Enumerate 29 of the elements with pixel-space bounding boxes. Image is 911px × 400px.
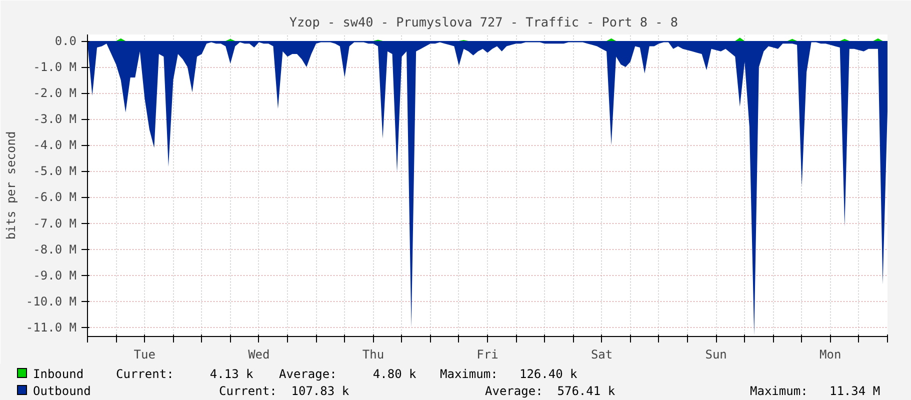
text: Maximum: 126.40 k bbox=[440, 366, 578, 383]
text: Maximum: 11.34 M bbox=[750, 383, 880, 400]
y-tick-label: -8.0 M bbox=[33, 242, 77, 256]
legend-label: Inbound bbox=[33, 366, 84, 383]
y-tick-label: -7.0 M bbox=[33, 216, 77, 230]
x-tick-label: Sun bbox=[705, 348, 727, 362]
text: Average: 576.41 k bbox=[485, 383, 616, 400]
y-axis-title: bits per second bbox=[4, 131, 18, 240]
chart-title: Yzop - sw40 - Prumyslova 727 - Traffic - Port 8 - 8 bbox=[289, 14, 678, 30]
x-tick-label: Tue bbox=[134, 348, 156, 362]
y-tick-label: 0.0 bbox=[54, 34, 77, 48]
y-tick-label: -9.0 M bbox=[33, 268, 77, 282]
y-tick-label: -11.0 M bbox=[26, 320, 77, 334]
text: Current: 107.83 k bbox=[219, 383, 350, 400]
x-tick-label: Sat bbox=[590, 348, 613, 362]
y-tick-label: -6.0 M bbox=[33, 190, 77, 204]
text: Current: 4.13 k bbox=[116, 366, 254, 383]
y-tick-label: -4.0 M bbox=[33, 138, 77, 152]
legend-label: Outbound bbox=[33, 383, 91, 400]
y-tick-label: -10.0 M bbox=[26, 294, 77, 308]
x-tick-label: Wed bbox=[248, 348, 270, 362]
y-tick-label: -1.0 M bbox=[33, 60, 77, 74]
y-tick-label: -5.0 M bbox=[33, 164, 77, 178]
text: Average: 4.80 k bbox=[279, 366, 416, 383]
y-tick-label: -2.0 M bbox=[33, 86, 77, 100]
x-tick-label: Mon bbox=[820, 348, 842, 362]
x-tick-label: Thu bbox=[362, 348, 384, 362]
x-tick-label: Fri bbox=[476, 348, 498, 362]
y-tick-label: -3.0 M bbox=[33, 112, 77, 126]
